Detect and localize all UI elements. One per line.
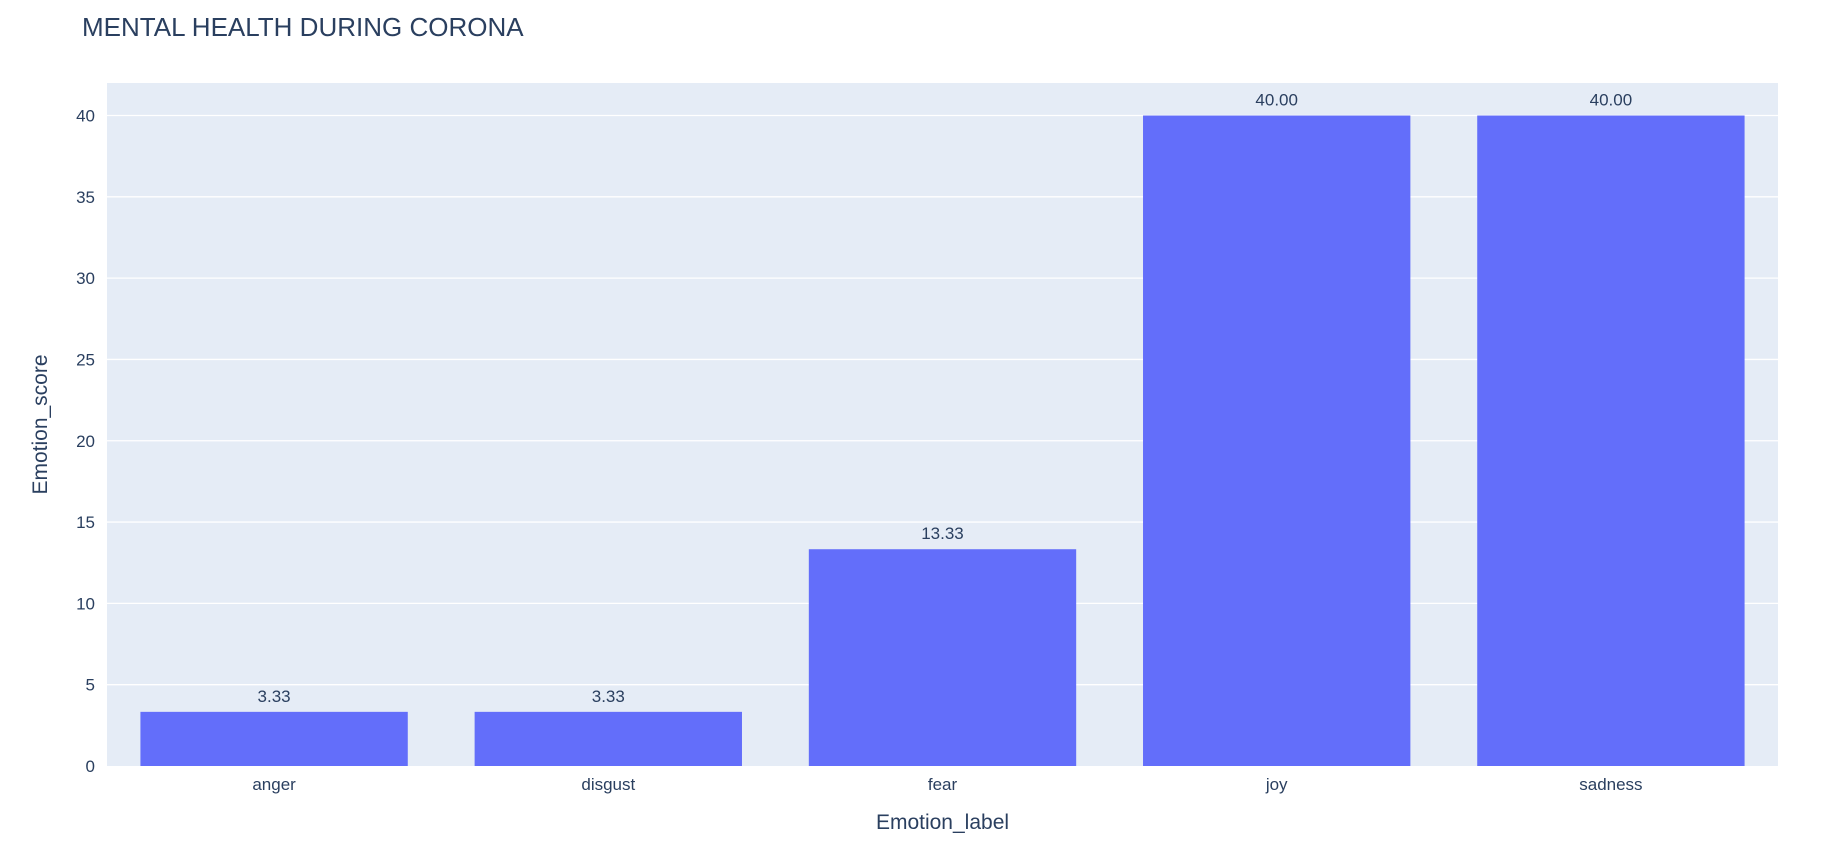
y-tick-label: 15: [76, 513, 95, 532]
x-tick-label-disgust: disgust: [581, 775, 635, 794]
y-tick-label: 25: [76, 350, 95, 369]
x-tick-label-joy: joy: [1265, 775, 1288, 794]
bar-disgust[interactable]: [474, 711, 742, 766]
x-tick-label-anger: anger: [252, 775, 296, 794]
x-axis-ticks: anger disgust fear joy sadness: [252, 775, 1642, 794]
y-axis-ticks: 0 5 10 15 20 25 30 35 40: [76, 107, 95, 776]
chart-title: MENTAL HEALTH DURING CORONA: [82, 12, 524, 42]
bar-anger[interactable]: [140, 711, 408, 766]
data-label-fear: 13.33: [921, 524, 964, 543]
bar-joy[interactable]: [1143, 115, 1411, 767]
data-label-anger: 3.33: [258, 687, 291, 706]
data-labels: 3.33 3.33 13.33 40.00 40.00: [258, 91, 1633, 706]
y-tick-label: 40: [76, 107, 95, 126]
data-label-joy: 40.00: [1255, 91, 1298, 110]
x-tick-label-sadness: sadness: [1579, 775, 1642, 794]
y-tick-label: 35: [76, 188, 95, 207]
y-axis-title: Emotion_score: [29, 354, 52, 494]
data-label-sadness: 40.00: [1590, 91, 1633, 110]
y-tick-label: 10: [76, 594, 95, 613]
y-tick-label: 20: [76, 432, 95, 451]
y-tick-label: 30: [76, 269, 95, 288]
data-label-disgust: 3.33: [592, 687, 625, 706]
bars: [140, 115, 1745, 767]
bar-fear[interactable]: [808, 549, 1077, 766]
x-axis-title: Emotion_label: [876, 811, 1009, 834]
bar-sadness[interactable]: [1477, 115, 1745, 767]
y-tick-label: 0: [86, 757, 95, 776]
y-tick-label: 5: [86, 676, 95, 695]
x-tick-label-fear: fear: [928, 775, 958, 794]
